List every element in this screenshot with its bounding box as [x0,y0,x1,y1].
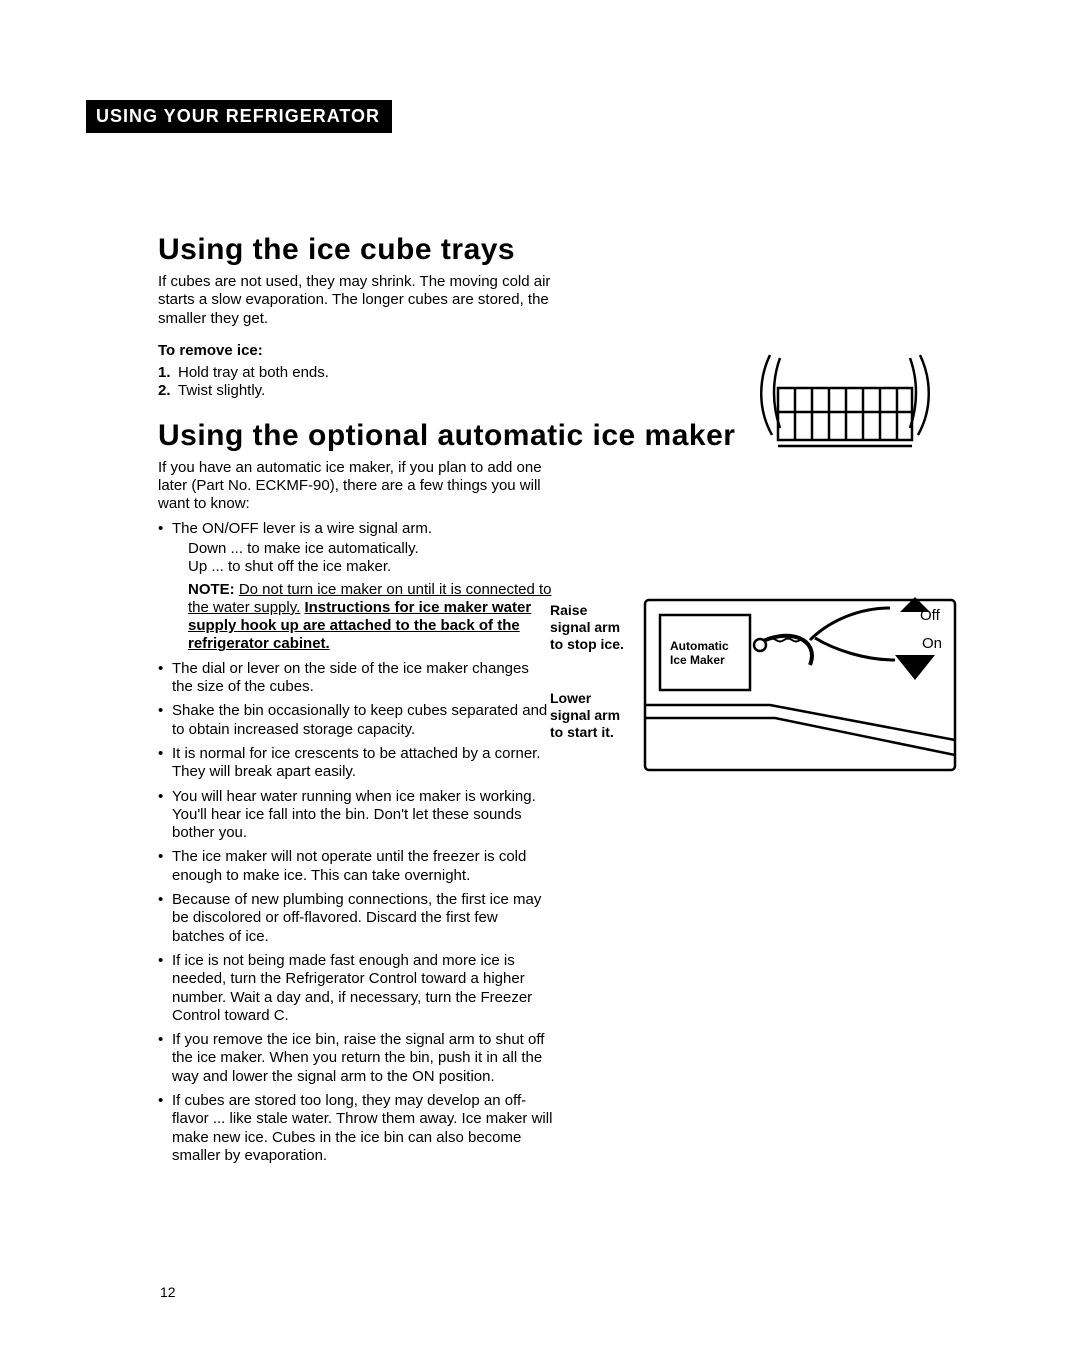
bullets-list: •The dial or lever on the side of the ic… [158,660,553,1165]
bullet-text: If ice is not being made fast enough and… [172,952,553,1025]
bullet-text: Shake the bin occasionally to keep cubes… [172,702,553,739]
fig-on-label: On [922,635,942,652]
indent-line: Down ... to make ice automatically. [188,540,553,558]
bullet-text: If cubes are stored too long, they may d… [172,1092,553,1165]
intro-ice-trays: If cubes are not used, they may shrink. … [158,273,553,328]
bullet-dot: • [158,952,172,1025]
intro-auto-ice: If you have an automatic ice maker, if y… [158,459,553,514]
note-block: NOTE: Do not turn ice maker on until it … [188,581,553,654]
heading-ice-cube-trays: Using the ice cube trays [158,233,960,267]
step-text: Twist slightly. [178,382,265,400]
bullet-text: If you remove the ice bin, raise the sig… [172,1031,553,1086]
bullet-text: The dial or lever on the side of the ice… [172,660,553,697]
fig2-caption-raise: Raise signal arm to stop ice. [550,602,630,652]
bullet-text: The ON/OFF lever is a wire signal arm. [172,520,553,538]
fig-off-label: Off [920,607,941,624]
bullet-dot: • [158,1031,172,1086]
bullet-dot: • [158,660,172,697]
bullet-dot: • [158,1092,172,1165]
fig2-caption-lower: Lower signal arm to start it. [550,690,630,740]
bullet-dot: • [158,702,172,739]
remove-ice-steps: 1.Hold tray at both ends. 2.Twist slight… [158,364,553,401]
indent-line: Up ... to shut off the ice maker. [188,558,553,576]
bullet-dot: • [158,848,172,885]
fig-box-label-2: Ice Maker [670,653,725,667]
bullet-text: You will hear water running when ice mak… [172,788,553,843]
step-text: Hold tray at both ends. [178,364,329,382]
step-number: 1. [158,364,178,382]
ice-tray-figure [750,350,940,470]
ice-maker-figure: Raise signal arm to stop ice. Lower sign… [550,590,970,790]
remove-ice-label: To remove ice: [158,342,553,360]
bullet-dot: • [158,891,172,946]
bullet-text: Because of new plumbing connections, the… [172,891,553,946]
bullet-dot: • [158,520,172,538]
page-number: 12 [160,1284,176,1300]
indent-block: Down ... to make ice automatically. Up .… [188,540,553,577]
note-label: NOTE: [188,581,235,598]
step-number: 2. [158,382,178,400]
bullet-dot: • [158,788,172,843]
bullet-text: The ice maker will not operate until the… [172,848,553,885]
bullet-dot: • [158,745,172,782]
section-header-bar: USING YOUR REFRIGERATOR [86,100,392,133]
bullet-text: It is normal for ice crescents to be att… [172,745,553,782]
fig-box-label-1: Automatic [670,639,729,653]
